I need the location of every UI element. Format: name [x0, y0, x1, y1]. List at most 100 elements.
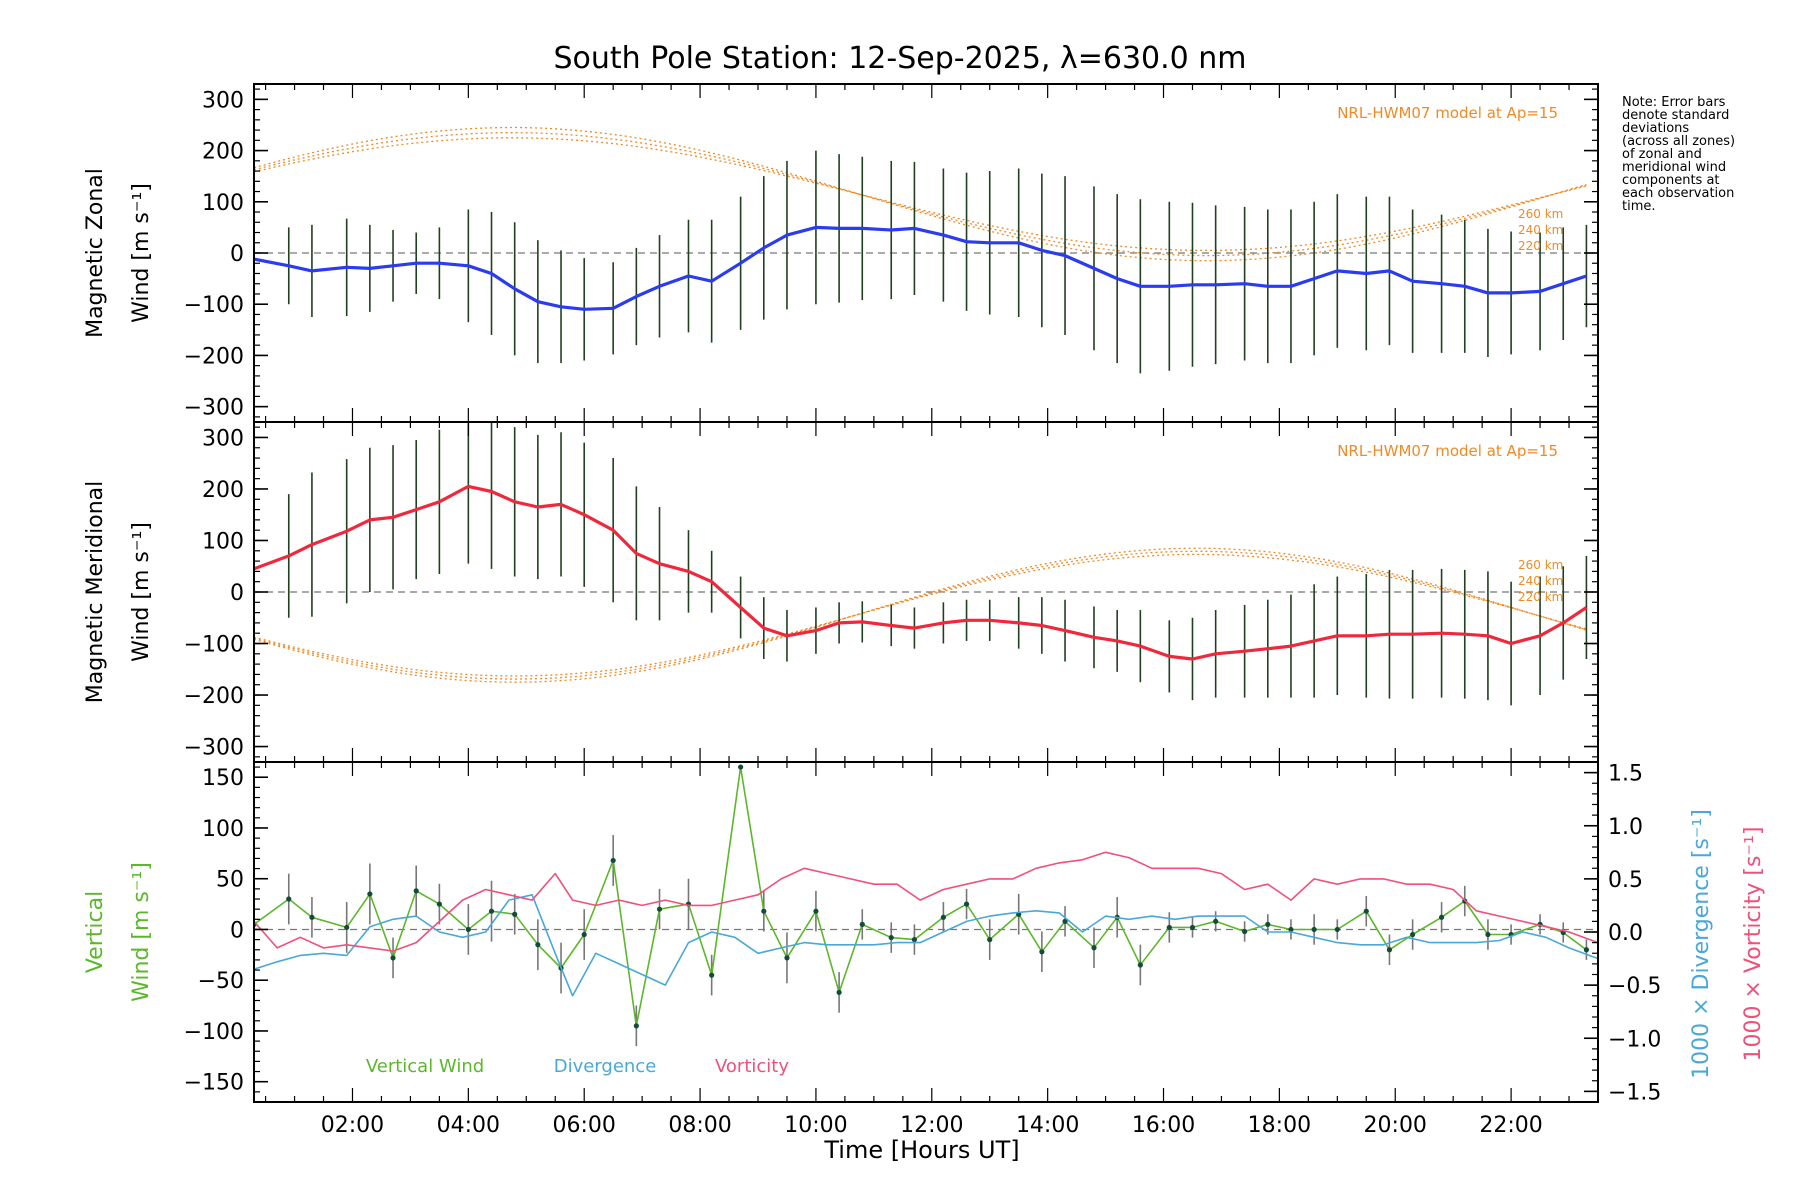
data-point [738, 764, 744, 770]
data-point [436, 901, 442, 907]
y-tick-label: −200 [184, 684, 244, 709]
data-point [1485, 931, 1491, 938]
chart-title: South Pole Station: 12-Sep-2025, λ=630.0… [553, 41, 1246, 76]
y-tick-label: 300 [202, 426, 244, 451]
divergence-axis-label: 1000 × Divergence [s⁻¹] [1689, 809, 1714, 1079]
y-tick-label: −300 [184, 736, 244, 761]
x-tick-label: 16:00 [1132, 1113, 1195, 1138]
y2-tick-label: −0.5 [1608, 974, 1661, 999]
data-point [911, 937, 918, 943]
y-tick-label: 0 [230, 242, 244, 267]
note-line: meridional wind [1622, 160, 1727, 175]
altitude-label: 240 km [1518, 223, 1563, 237]
data-point [761, 908, 767, 914]
data-point [1242, 928, 1248, 935]
data-point [581, 931, 587, 938]
y-tick-label: −100 [184, 293, 244, 318]
y2-tick-label: −1.5 [1608, 1080, 1661, 1105]
note-line: time. [1622, 199, 1656, 214]
data-point [1039, 949, 1045, 955]
plot-frame [253, 761, 1599, 1103]
legend-divergence: Divergence [554, 1056, 657, 1077]
data-point [413, 888, 419, 894]
data-point [1166, 924, 1172, 931]
y2-tick-label: 0.0 [1608, 921, 1643, 946]
data-point [488, 908, 495, 914]
data-point [784, 955, 790, 961]
data-point [1363, 908, 1369, 914]
data-point [963, 901, 970, 907]
y-tick-label: 300 [202, 88, 244, 113]
data-point [633, 1023, 639, 1029]
panel-zonal: −300 −200 −100 0 100 200 300 Magnetic Zonal Wind… [83, 83, 1599, 423]
altitude-label: 260 km [1518, 207, 1563, 221]
y-tick-label: −50 [198, 969, 244, 994]
model-label: NRL-HWM07 model at Ap=15 [1337, 104, 1558, 122]
plot-area [254, 126, 1598, 374]
y-tick-label: 200 [202, 478, 244, 503]
data-point [286, 896, 292, 902]
plot-area [254, 764, 1598, 1047]
note-line: denote standard [1622, 108, 1730, 123]
data-point [1583, 947, 1590, 953]
data-point [367, 891, 373, 897]
data-point [836, 989, 842, 995]
data-point [1189, 924, 1196, 931]
y-tick-label: 100 [202, 817, 244, 842]
legend-vertical-wind: Vertical Wind [366, 1056, 484, 1077]
series-line-vorticity [254, 851, 1598, 952]
y-tick-label: −100 [184, 1020, 244, 1045]
vorticity-axis-label: 1000 × Vorticity [s⁻¹] [1741, 827, 1766, 1062]
model-curve-220km [254, 137, 1587, 252]
x-tick-label: 12:00 [900, 1113, 963, 1138]
error-bar-note: Note: Error bars denote standard deviation… [1622, 96, 1792, 213]
data-point [888, 934, 894, 941]
series-line-magnetic-zonal-wind [254, 225, 1587, 311]
y-tick-label: 100 [202, 529, 244, 554]
y-axis-label-line1: Vertical [83, 891, 108, 973]
model-label: NRL-HWM07 model at Ap=15 [1337, 442, 1558, 460]
data-point [1137, 962, 1143, 968]
model-curve-260km [254, 126, 1587, 262]
model-curve-220km [254, 553, 1587, 677]
note-line: of zonal and [1622, 147, 1702, 162]
x-tick-label: 08:00 [668, 1113, 731, 1138]
panel-vertical: −150 −100 −50 0 50 100 150 −1.5 −1.0 −0.5 0.0 0.5 1.… [83, 761, 1766, 1105]
y-tick-label: 100 [202, 191, 244, 216]
data-point [512, 911, 518, 917]
note-line: Note: Error bars [1622, 95, 1726, 110]
data-point [813, 908, 819, 914]
data-point [465, 926, 471, 933]
data-point [940, 914, 946, 920]
data-point [1386, 947, 1393, 953]
y2-tick-label: 0.5 [1608, 868, 1643, 893]
data-point [1334, 926, 1340, 933]
model-curve-260km [254, 547, 1587, 683]
x-tick-label: 06:00 [553, 1113, 616, 1138]
data-point [1311, 926, 1317, 933]
data-point [859, 921, 865, 927]
series-line-magnetic-meridional-wind [254, 484, 1588, 661]
note-line: (across all zones) [1622, 134, 1736, 149]
y-tick-label: −300 [184, 396, 244, 421]
data-point [610, 857, 616, 864]
y-tick-label: 0 [230, 918, 244, 943]
data-point [987, 937, 993, 943]
data-point [309, 914, 315, 920]
x-tick-label: 18:00 [1248, 1113, 1311, 1138]
y-axis-label-line2: Wind [m s⁻¹] [129, 183, 154, 323]
x-tick-label: 10:00 [784, 1113, 847, 1138]
y-tick-label: −200 [184, 344, 244, 369]
data-point [1213, 918, 1219, 924]
data-point [390, 955, 396, 961]
altitude-label: 220 km [1518, 239, 1563, 253]
legend-vorticity: Vorticity [715, 1056, 789, 1077]
x-tick-label: 14:00 [1016, 1113, 1079, 1138]
data-point [1265, 921, 1271, 927]
series-line-divergence [254, 894, 1598, 997]
y2-tick-label: 1.0 [1608, 815, 1643, 840]
data-point [535, 942, 541, 948]
altitude-label: 220 km [1518, 590, 1563, 604]
x-tick-label: 20:00 [1364, 1113, 1427, 1138]
